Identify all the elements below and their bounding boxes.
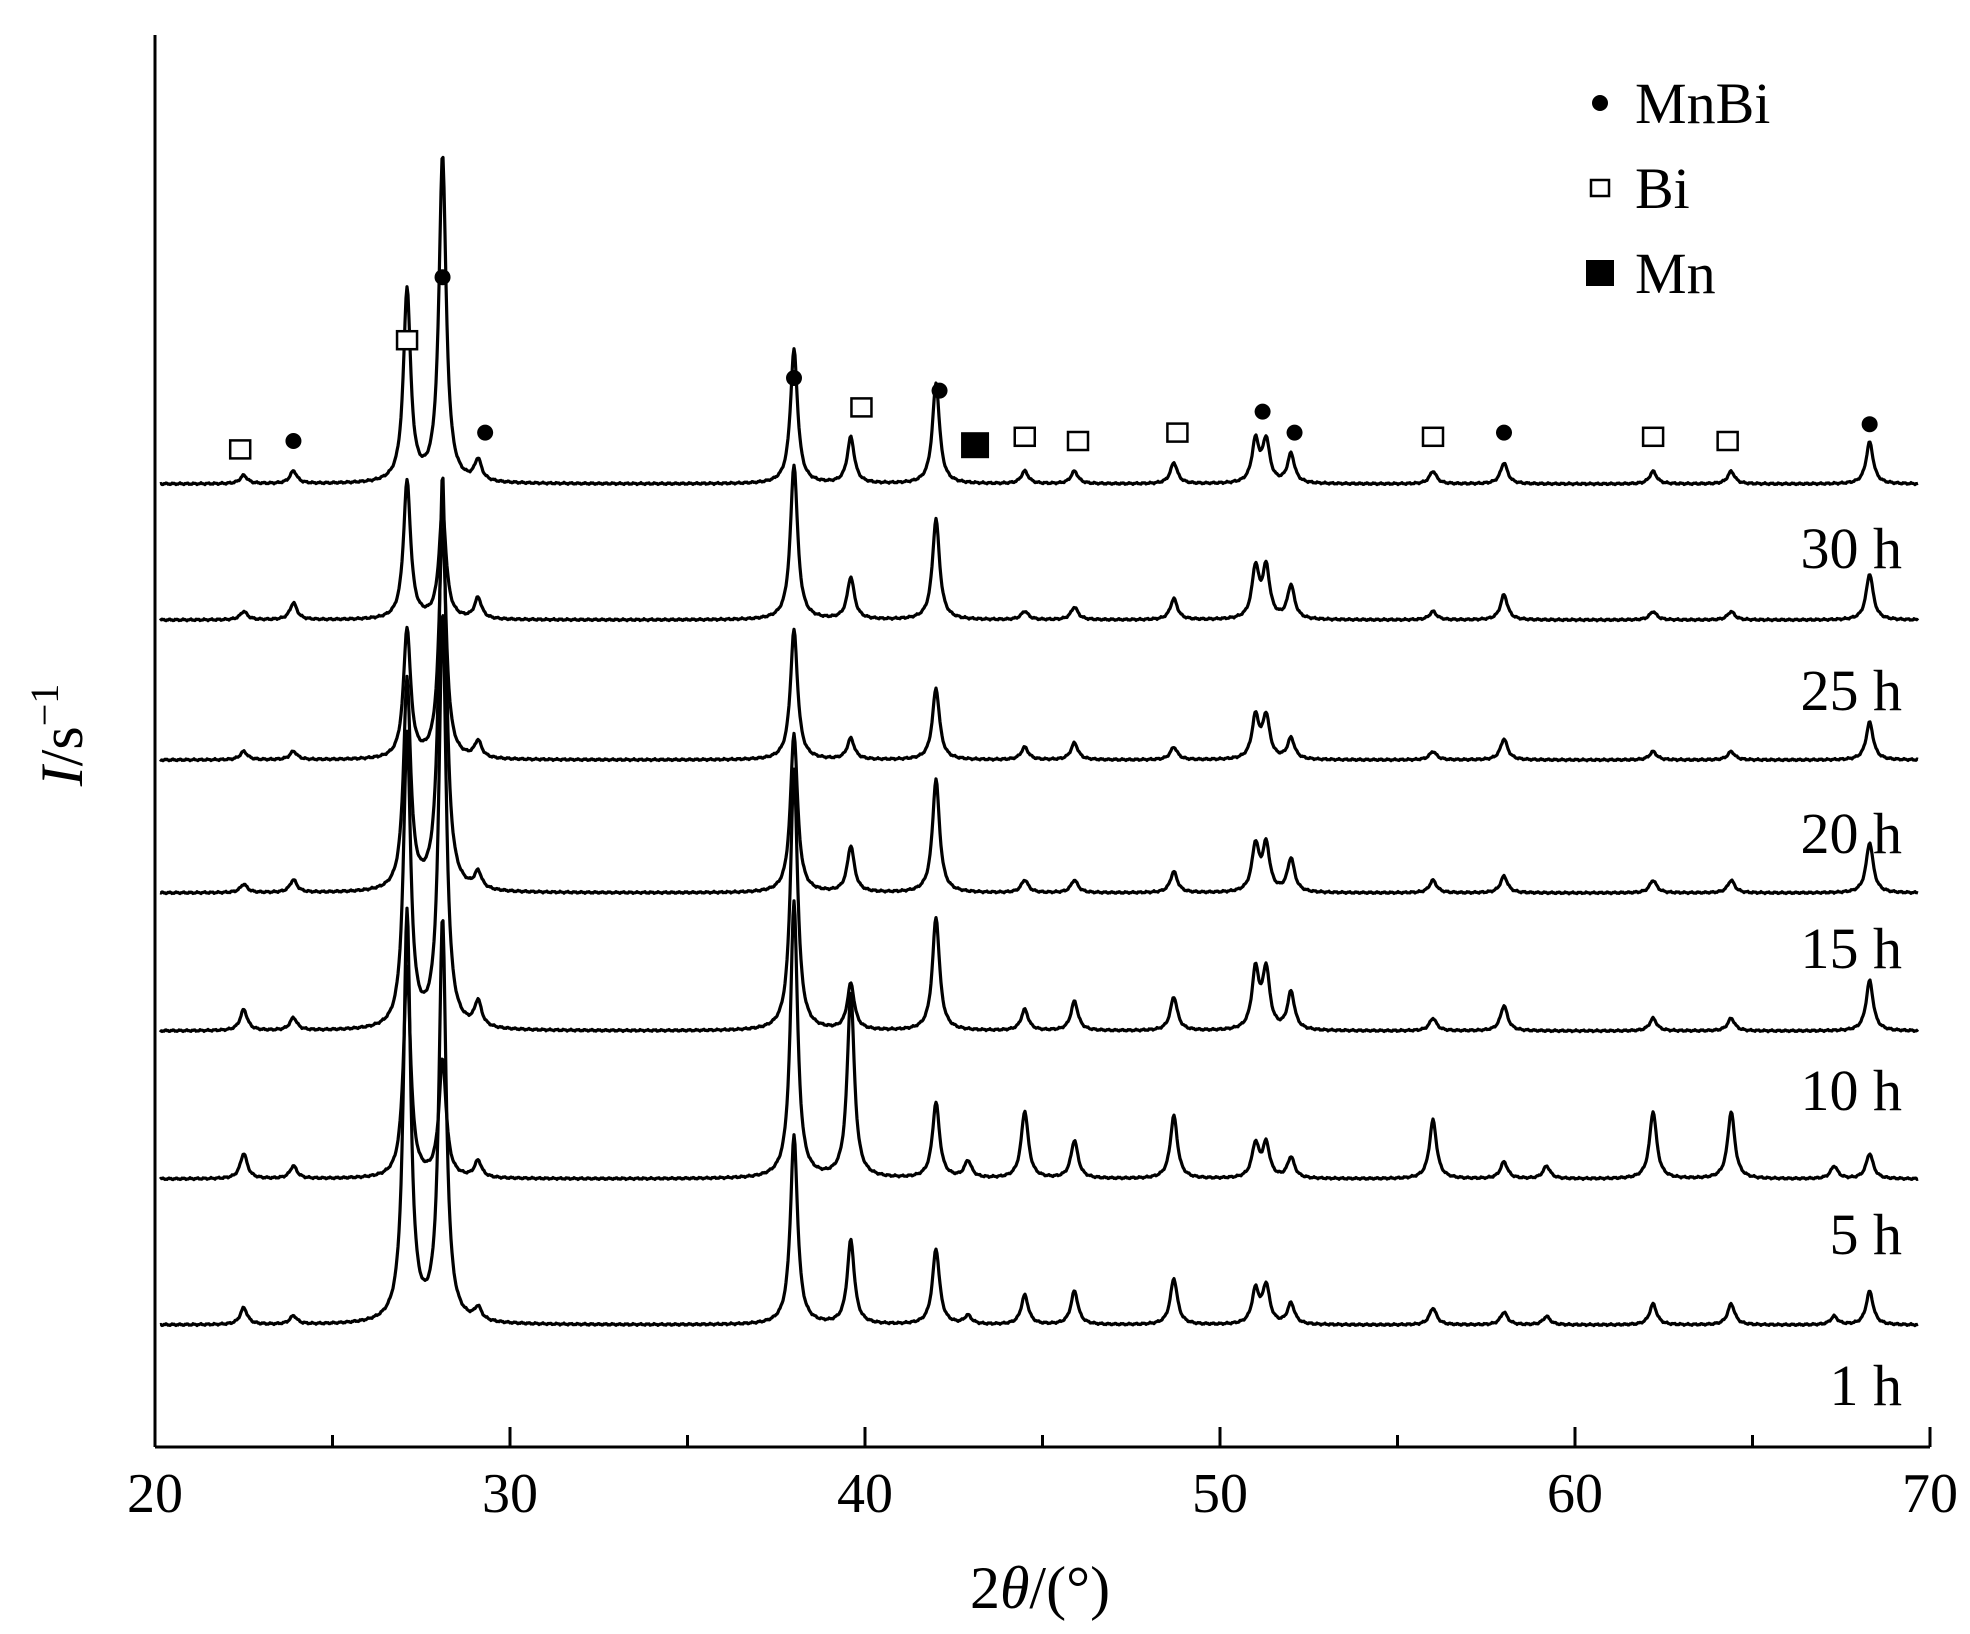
x-axis-title: 2θ/(°)	[970, 1555, 1110, 1621]
bi-marker	[228, 439, 252, 460]
y-axis-title: I/s−1	[22, 684, 95, 788]
legend-label: Mn	[1635, 241, 1716, 306]
time-label: 1 h	[1830, 1353, 1903, 1418]
diffraction-traces	[158, 155, 1920, 1328]
x-axis-ticks	[153, 1427, 1932, 1447]
bi-marker	[1166, 422, 1189, 443]
trace-1h	[159, 906, 1919, 1328]
x-axis-tick-labels: 20 30 40 50 60 70	[127, 1463, 1958, 1525]
milling-time-labels: 1 h 5 h 10 h 15 h 20 h 25 h 30 h	[1801, 516, 1903, 1418]
y-axis-title-exponent: −1	[22, 684, 67, 727]
legend: MnBi Bi Mn	[1586, 71, 1770, 306]
bi-marker	[395, 329, 419, 351]
legend-mnbi-marker	[1592, 95, 1608, 111]
trace-10h	[158, 614, 1920, 1034]
x-tick-label: 30	[482, 1463, 538, 1525]
x-tick-label: 50	[1192, 1463, 1248, 1525]
mnbi-marker	[434, 269, 451, 286]
mnbi-marker	[1286, 424, 1303, 441]
mnbi-marker	[1861, 416, 1878, 433]
x-tick-label: 60	[1547, 1463, 1603, 1525]
x-tick-label: 20	[127, 1463, 183, 1525]
legend-label: Bi	[1635, 156, 1690, 221]
bi-marker	[1013, 426, 1036, 448]
mnbi-marker	[477, 424, 494, 441]
time-label: 25 h	[1801, 658, 1903, 723]
phase-markers	[228, 269, 1878, 460]
x-axis-title-symbol: θ	[1000, 1555, 1029, 1621]
bi-marker	[1066, 430, 1090, 452]
trace-30h	[159, 155, 1919, 487]
y-axis-title-symbol: I	[29, 763, 95, 787]
bi-marker	[1421, 426, 1445, 448]
legend-label: MnBi	[1635, 71, 1770, 136]
x-axis-title-unit: /(°)	[1029, 1555, 1110, 1621]
time-label: 5 h	[1830, 1202, 1903, 1267]
legend-bi-marker	[1589, 178, 1611, 198]
trace-20h	[159, 527, 1919, 763]
mnbi-marker	[285, 433, 302, 449]
legend-mn-marker	[1586, 260, 1614, 286]
time-label: 15 h	[1801, 916, 1903, 981]
y-axis-title-unit: /s	[29, 726, 95, 766]
trace-25h	[158, 463, 1920, 623]
time-label: 30 h	[1801, 516, 1903, 581]
x-tick-label: 70	[1902, 1463, 1958, 1525]
bi-marker	[1641, 426, 1665, 448]
trace-15h	[159, 476, 1919, 896]
bi-marker	[1716, 430, 1739, 452]
mnbi-marker	[786, 370, 802, 386]
mnbi-marker	[1496, 424, 1512, 441]
mn-marker	[961, 432, 990, 459]
x-tick-label: 40	[837, 1463, 893, 1525]
bi-marker	[850, 397, 873, 418]
time-label: 10 h	[1801, 1058, 1903, 1123]
time-label: 20 h	[1801, 801, 1903, 866]
mnbi-marker	[1254, 403, 1271, 420]
mnbi-marker	[931, 382, 948, 399]
x-axis-title-prefix: 2	[970, 1555, 1000, 1621]
trace-5h	[159, 899, 1919, 1182]
